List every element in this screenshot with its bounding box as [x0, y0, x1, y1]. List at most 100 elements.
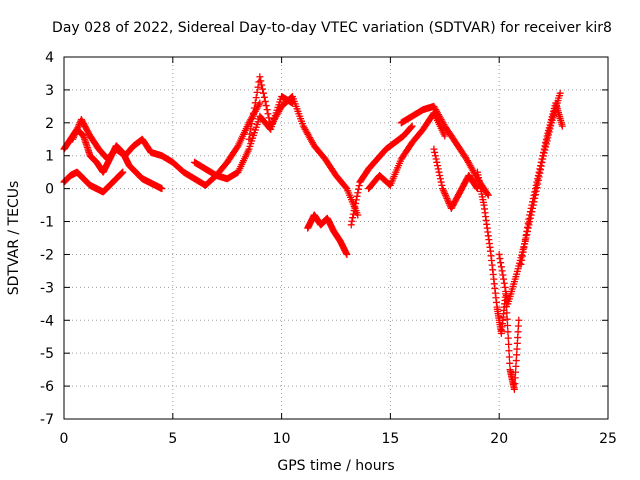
- data-point: [539, 148, 547, 156]
- y-tick-label: -5: [40, 346, 54, 362]
- series-track-i: [365, 109, 449, 193]
- data-point: [505, 340, 513, 348]
- data-point: [558, 122, 566, 130]
- data-point: [262, 102, 270, 110]
- data-point: [343, 250, 351, 258]
- data-point: [264, 110, 272, 118]
- data-point: [354, 185, 362, 193]
- data-point: [533, 178, 541, 186]
- data-point: [504, 334, 512, 342]
- data-point: [158, 185, 166, 193]
- data-point: [497, 263, 505, 271]
- data-point: [73, 125, 81, 133]
- data-point: [69, 135, 77, 143]
- data-point: [438, 181, 446, 189]
- data-point: [74, 124, 82, 132]
- data-point: [531, 188, 539, 196]
- data-point: [248, 120, 256, 128]
- data-point: [473, 184, 481, 192]
- data-point: [536, 165, 544, 173]
- data-point: [504, 321, 512, 329]
- data-point: [499, 271, 507, 279]
- data-point: [537, 158, 545, 166]
- series-track-h: [347, 122, 416, 229]
- y-tick-label: -6: [40, 379, 54, 395]
- data-point: [497, 259, 505, 267]
- y-axis-label: SDTVAR / TECUs: [6, 181, 22, 296]
- x-axis-label: GPS time / hours: [277, 458, 394, 474]
- data-point: [526, 208, 534, 216]
- data-point: [442, 193, 450, 201]
- y-tick-label: -7: [40, 412, 54, 428]
- data-point: [529, 198, 537, 206]
- data-point: [433, 158, 441, 166]
- data-point: [407, 124, 415, 132]
- data-point: [252, 94, 260, 102]
- data-point: [444, 198, 452, 206]
- series-track-l: [473, 168, 523, 393]
- data-point: [484, 191, 492, 199]
- data-point: [72, 127, 80, 135]
- data-point: [442, 191, 450, 199]
- data-point: [351, 203, 359, 211]
- data-point: [435, 168, 443, 176]
- data-point: [436, 171, 444, 179]
- series-track-a: [60, 125, 166, 193]
- data-point: [530, 191, 538, 199]
- data-point: [528, 201, 536, 209]
- data-point: [525, 215, 533, 223]
- x-tick-label: 0: [60, 431, 69, 447]
- data-point: [526, 214, 534, 222]
- data-point: [503, 315, 511, 323]
- data-point: [253, 88, 261, 96]
- grid-lines: [64, 57, 608, 419]
- data-point: [519, 248, 527, 256]
- data-point: [504, 328, 512, 336]
- data-point: [527, 204, 535, 212]
- data-point: [355, 182, 363, 190]
- data-point: [534, 175, 542, 183]
- data-point: [251, 99, 259, 107]
- data-point: [534, 171, 542, 179]
- data-point: [542, 139, 550, 147]
- data-point: [500, 275, 508, 283]
- chart-title: Day 028 of 2022, Sidereal Day-to-day VTE…: [52, 20, 612, 36]
- y-tick-label: 3: [45, 83, 54, 99]
- data-point: [506, 359, 514, 367]
- data-point: [69, 134, 77, 142]
- data-point: [521, 240, 529, 248]
- data-point: [521, 236, 529, 244]
- data-point: [72, 129, 80, 137]
- data-point: [259, 85, 267, 93]
- data-point: [541, 142, 549, 150]
- data-point: [348, 217, 356, 225]
- series-track-c: [69, 116, 155, 163]
- x-tick-label: 5: [168, 431, 177, 447]
- data-point: [440, 188, 448, 196]
- data-point: [539, 152, 547, 160]
- y-tick-label: -1: [40, 215, 54, 231]
- data-point: [354, 189, 362, 197]
- data-point: [250, 104, 258, 112]
- y-tick-label: 2: [45, 116, 54, 132]
- series-track-k: [430, 145, 481, 212]
- data-point: [529, 195, 537, 203]
- data-point: [71, 130, 79, 138]
- x-tick-label: 20: [490, 431, 508, 447]
- data-point: [498, 267, 506, 275]
- data-point: [439, 185, 447, 193]
- data-point: [517, 260, 525, 268]
- data-point: [247, 125, 255, 133]
- data-point: [260, 93, 268, 101]
- data-point: [432, 155, 440, 163]
- data-point: [500, 279, 508, 287]
- data-point: [540, 145, 548, 153]
- data-point: [556, 89, 564, 97]
- data-point: [505, 353, 513, 361]
- data-point: [520, 244, 528, 252]
- data-point: [245, 135, 253, 143]
- data-point: [70, 132, 78, 140]
- data-point: [257, 77, 265, 85]
- data-point: [542, 135, 550, 143]
